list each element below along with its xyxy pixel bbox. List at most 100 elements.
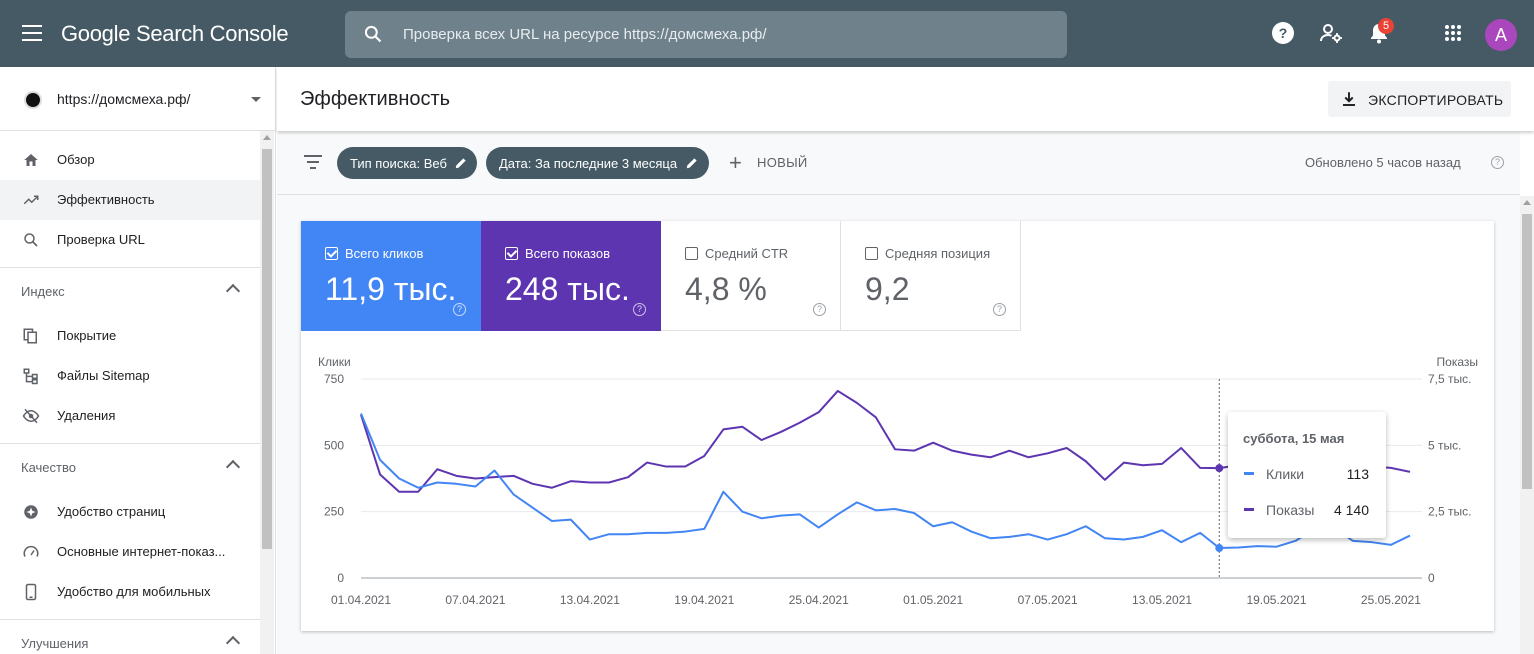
edit-icon[interactable] [685, 156, 699, 170]
x-axis-tick-label: 07.04.2021 [445, 593, 505, 607]
svg-text:?: ? [1279, 25, 1288, 41]
sidebar-item-overview[interactable]: Обзор [0, 140, 260, 180]
x-axis-tick-label: 13.04.2021 [560, 593, 620, 607]
sidebar-item-mobile-usability[interactable]: Удобство для мобильных [0, 572, 260, 612]
metric-total-impressions[interactable]: Всего показов 248 тыс. ? [481, 221, 661, 331]
help-icon[interactable]: ? [1271, 21, 1295, 45]
main-scrollbar[interactable] [1520, 196, 1534, 654]
sidebar-item-url-inspection[interactable]: Проверка URL [0, 220, 260, 260]
sidebar-section-index[interactable]: Индекс [0, 267, 260, 307]
scrollbar-thumb[interactable] [1522, 214, 1532, 489]
checkbox[interactable] [865, 247, 878, 260]
help-icon[interactable]: ? [453, 303, 466, 316]
legend-swatch-impressions [1244, 508, 1254, 511]
x-axis-tick-label: 13.05.2021 [1132, 593, 1192, 607]
x-axis-tick-label: 19.04.2021 [674, 593, 734, 607]
page-header: Эффективность ЭКСПОРТИРОВАТЬ [277, 67, 1534, 131]
tooltip-date: суббота, 15 мая [1243, 431, 1345, 446]
sidebar-item-removals[interactable]: Удаления [0, 396, 260, 436]
metric-value: 248 тыс. [505, 271, 630, 307]
speedometer-icon [23, 545, 39, 557]
search-icon [24, 233, 38, 247]
metric-label: Всего показов [525, 246, 610, 261]
sidebar-item-coverage[interactable]: Покрытие [0, 316, 260, 356]
new-filter-button[interactable]: + НОВЫЙ [729, 151, 819, 175]
sidebar-item-label: Удобство страниц [57, 504, 166, 519]
sidebar-item-label: Проверка URL [57, 232, 145, 247]
url-inspection-search[interactable] [345, 11, 1067, 58]
smartphone-icon [25, 583, 37, 601]
manage-users-icon[interactable] [1319, 21, 1343, 45]
x-axis-tick-label: 25.05.2021 [1361, 593, 1421, 607]
sidebar-item-performance[interactable]: Эффективность [0, 180, 260, 220]
edit-icon[interactable] [454, 156, 468, 170]
right-axis-tick-label: 0 [1428, 571, 1435, 585]
help-icon[interactable]: ? [813, 303, 826, 316]
search-type-filter-chip[interactable]: Тип поиска: Веб [337, 147, 477, 179]
export-button[interactable]: ЭКСПОРТИРОВАТЬ [1328, 81, 1511, 117]
metric-value: 11,9 тыс. [325, 271, 457, 307]
page-experience-icon [24, 505, 38, 519]
tooltip-series-name: Показы [1266, 502, 1315, 518]
left-axis-tick-label: 250 [324, 505, 344, 519]
tooltip-impressions-value: 4 140 [1333, 502, 1369, 518]
checkbox[interactable] [325, 247, 338, 260]
sidebar-item-label: Эффективность [57, 192, 155, 207]
metric-value: 9,2 [865, 271, 910, 307]
sidebar-item-label: Удаления [57, 408, 116, 423]
checkbox[interactable] [685, 247, 698, 260]
tooltip-series-name: Клики [1266, 466, 1305, 482]
last-updated-text: Обновлено 5 часов назад [1305, 155, 1461, 170]
property-logo-icon [24, 91, 42, 109]
sidebar-item-page-experience[interactable]: Удобство страниц [0, 492, 260, 532]
metric-average-ctr[interactable]: Средний CTR 4,8 % ? [661, 221, 841, 331]
section-title: Индекс [21, 284, 65, 299]
right-axis-tick-label: 2,5 тыс. [1428, 505, 1471, 519]
right-axis-tick-label: 5 тыс. [1428, 438, 1461, 452]
scrollbar-thumb[interactable] [262, 149, 272, 549]
x-axis-tick-label: 19.05.2021 [1246, 593, 1306, 607]
coverage-icon [23, 328, 37, 344]
apps-grid-icon[interactable] [1441, 21, 1465, 45]
left-axis-title: Клики [318, 355, 351, 369]
checkbox[interactable] [505, 247, 518, 260]
legend-swatch-clicks [1244, 472, 1254, 475]
section-title: Качество [21, 460, 76, 475]
hover-point-clicks [1215, 544, 1224, 553]
scroll-up-arrow-icon[interactable] [1523, 200, 1531, 205]
x-axis-tick-label: 01.05.2021 [903, 593, 963, 607]
sidebar-section-enhancements[interactable]: Улучшения [0, 619, 260, 654]
sidebar-item-core-web-vitals[interactable]: Основные интернет-показ... [0, 532, 260, 572]
x-axis-tick-label: 25.04.2021 [789, 593, 849, 607]
left-axis-tick-label: 750 [324, 372, 344, 386]
help-icon[interactable]: ? [1491, 156, 1504, 169]
top-app-bar: Google Search Console ? 5 A [0, 0, 1534, 67]
sidebar-scrollbar[interactable] [260, 131, 274, 654]
account-avatar[interactable]: A [1485, 19, 1517, 51]
plus-icon: + [729, 150, 742, 175]
section-title: Улучшения [21, 636, 89, 651]
app-brand[interactable]: Google Search Console [61, 21, 289, 46]
sidebar-item-sitemaps[interactable]: Файлы Sitemap [0, 356, 260, 396]
date-filter-chip[interactable]: Дата: За последние 3 месяца [486, 147, 709, 179]
metric-label: Всего кликов [345, 246, 424, 261]
help-icon[interactable]: ? [993, 303, 1006, 316]
home-icon [24, 154, 38, 166]
page-title: Эффективность [300, 88, 451, 110]
search-input[interactable] [403, 11, 1043, 58]
scroll-up-arrow-icon[interactable] [263, 135, 271, 140]
filter-icon[interactable] [304, 155, 322, 169]
sidebar-section-quality[interactable]: Качество [0, 443, 260, 483]
search-icon [364, 25, 382, 43]
property-selector[interactable]: https://домсмеха.рф/ [0, 67, 275, 131]
help-icon[interactable]: ? [633, 303, 646, 316]
metric-average-position[interactable]: Средняя позиция 9,2 ? [841, 221, 1021, 331]
metric-total-clicks[interactable]: Всего кликов 11,9 тыс. ? [301, 221, 481, 331]
sitemap-icon [23, 368, 38, 385]
left-axis-tick-label: 0 [337, 571, 344, 585]
menu-icon[interactable] [22, 25, 42, 41]
hover-point-impressions [1215, 464, 1224, 473]
left-axis-tick-label: 500 [324, 438, 344, 452]
metric-label: Средняя позиция [885, 246, 991, 261]
